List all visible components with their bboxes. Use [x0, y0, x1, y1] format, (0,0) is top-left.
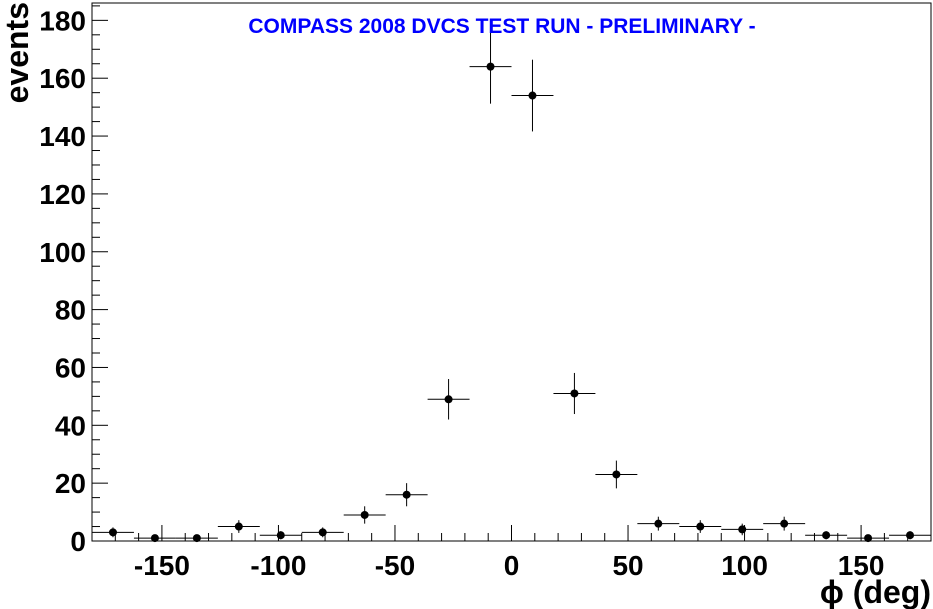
- data-point: [721, 523, 764, 536]
- data-point: [637, 516, 680, 531]
- x-tick-label: -100: [250, 550, 306, 581]
- point-marker: [108, 528, 117, 537]
- y-tick-label: 160: [39, 63, 86, 94]
- data-point: [92, 527, 134, 538]
- data-point: [427, 379, 470, 420]
- data-points: [92, 29, 931, 543]
- point-marker: [318, 528, 327, 537]
- data-point: [553, 372, 596, 415]
- tick-labels: -150 -100 -50 0 50 100 150 0 20 40 60 80 100 120 140 16…: [39, 5, 884, 581]
- axis-ticks: [92, 5, 932, 542]
- y-tick-label: 120: [39, 179, 86, 210]
- point-marker: [654, 519, 663, 528]
- point-marker: [234, 522, 243, 531]
- x-tick-label: 0: [504, 550, 520, 581]
- point-marker: [696, 522, 705, 531]
- data-point: [763, 516, 806, 531]
- plot-frame: [91, 2, 932, 542]
- point-marker: [906, 531, 915, 540]
- point-marker: [864, 534, 873, 543]
- y-tick-label: 180: [39, 5, 86, 36]
- data-point: [259, 531, 302, 540]
- x-tick-label: -150: [134, 550, 190, 581]
- point-marker: [192, 534, 201, 543]
- data-point: [595, 460, 638, 489]
- y-tick-label: 80: [55, 295, 86, 326]
- point-marker: [822, 531, 831, 540]
- point-marker: [444, 395, 453, 404]
- y-tick-label: 60: [55, 352, 86, 383]
- data-point: [343, 506, 386, 524]
- y-tick-label: 20: [55, 468, 86, 499]
- point-marker: [570, 389, 579, 398]
- y-tick-label: 140: [39, 121, 86, 152]
- x-tick-label: 100: [721, 550, 768, 581]
- point-marker: [402, 490, 411, 499]
- point-marker: [360, 510, 369, 519]
- point-marker: [486, 62, 495, 71]
- point-marker: [276, 531, 285, 540]
- x-tick-label: 150: [838, 550, 885, 581]
- data-point: [301, 527, 344, 538]
- data-point: [511, 59, 554, 132]
- data-point: [175, 534, 218, 543]
- point-marker: [528, 91, 537, 100]
- x-tick-label: 50: [612, 550, 643, 581]
- data-point: [847, 534, 890, 543]
- x-tick-label: -50: [375, 550, 415, 581]
- data-point: [133, 534, 176, 543]
- y-tick-label: 40: [55, 410, 86, 441]
- point-marker: [150, 534, 159, 543]
- y-axis-title: events: [0, 2, 35, 103]
- point-marker: [612, 470, 621, 479]
- point-marker: [780, 519, 789, 528]
- data-point: [217, 520, 260, 533]
- data-point: [805, 531, 848, 540]
- data-point: [889, 531, 931, 540]
- x-axis-title: ϕ (deg): [820, 574, 931, 609]
- y-tick-label: 100: [39, 237, 86, 268]
- data-point: [385, 483, 428, 507]
- y-tick-label: 0: [70, 526, 86, 557]
- point-marker: [738, 525, 747, 534]
- chart-title: COMPASS 2008 DVCS TEST RUN - PRELIMINARY…: [248, 15, 755, 38]
- data-point: [469, 29, 512, 104]
- data-point: [679, 520, 722, 533]
